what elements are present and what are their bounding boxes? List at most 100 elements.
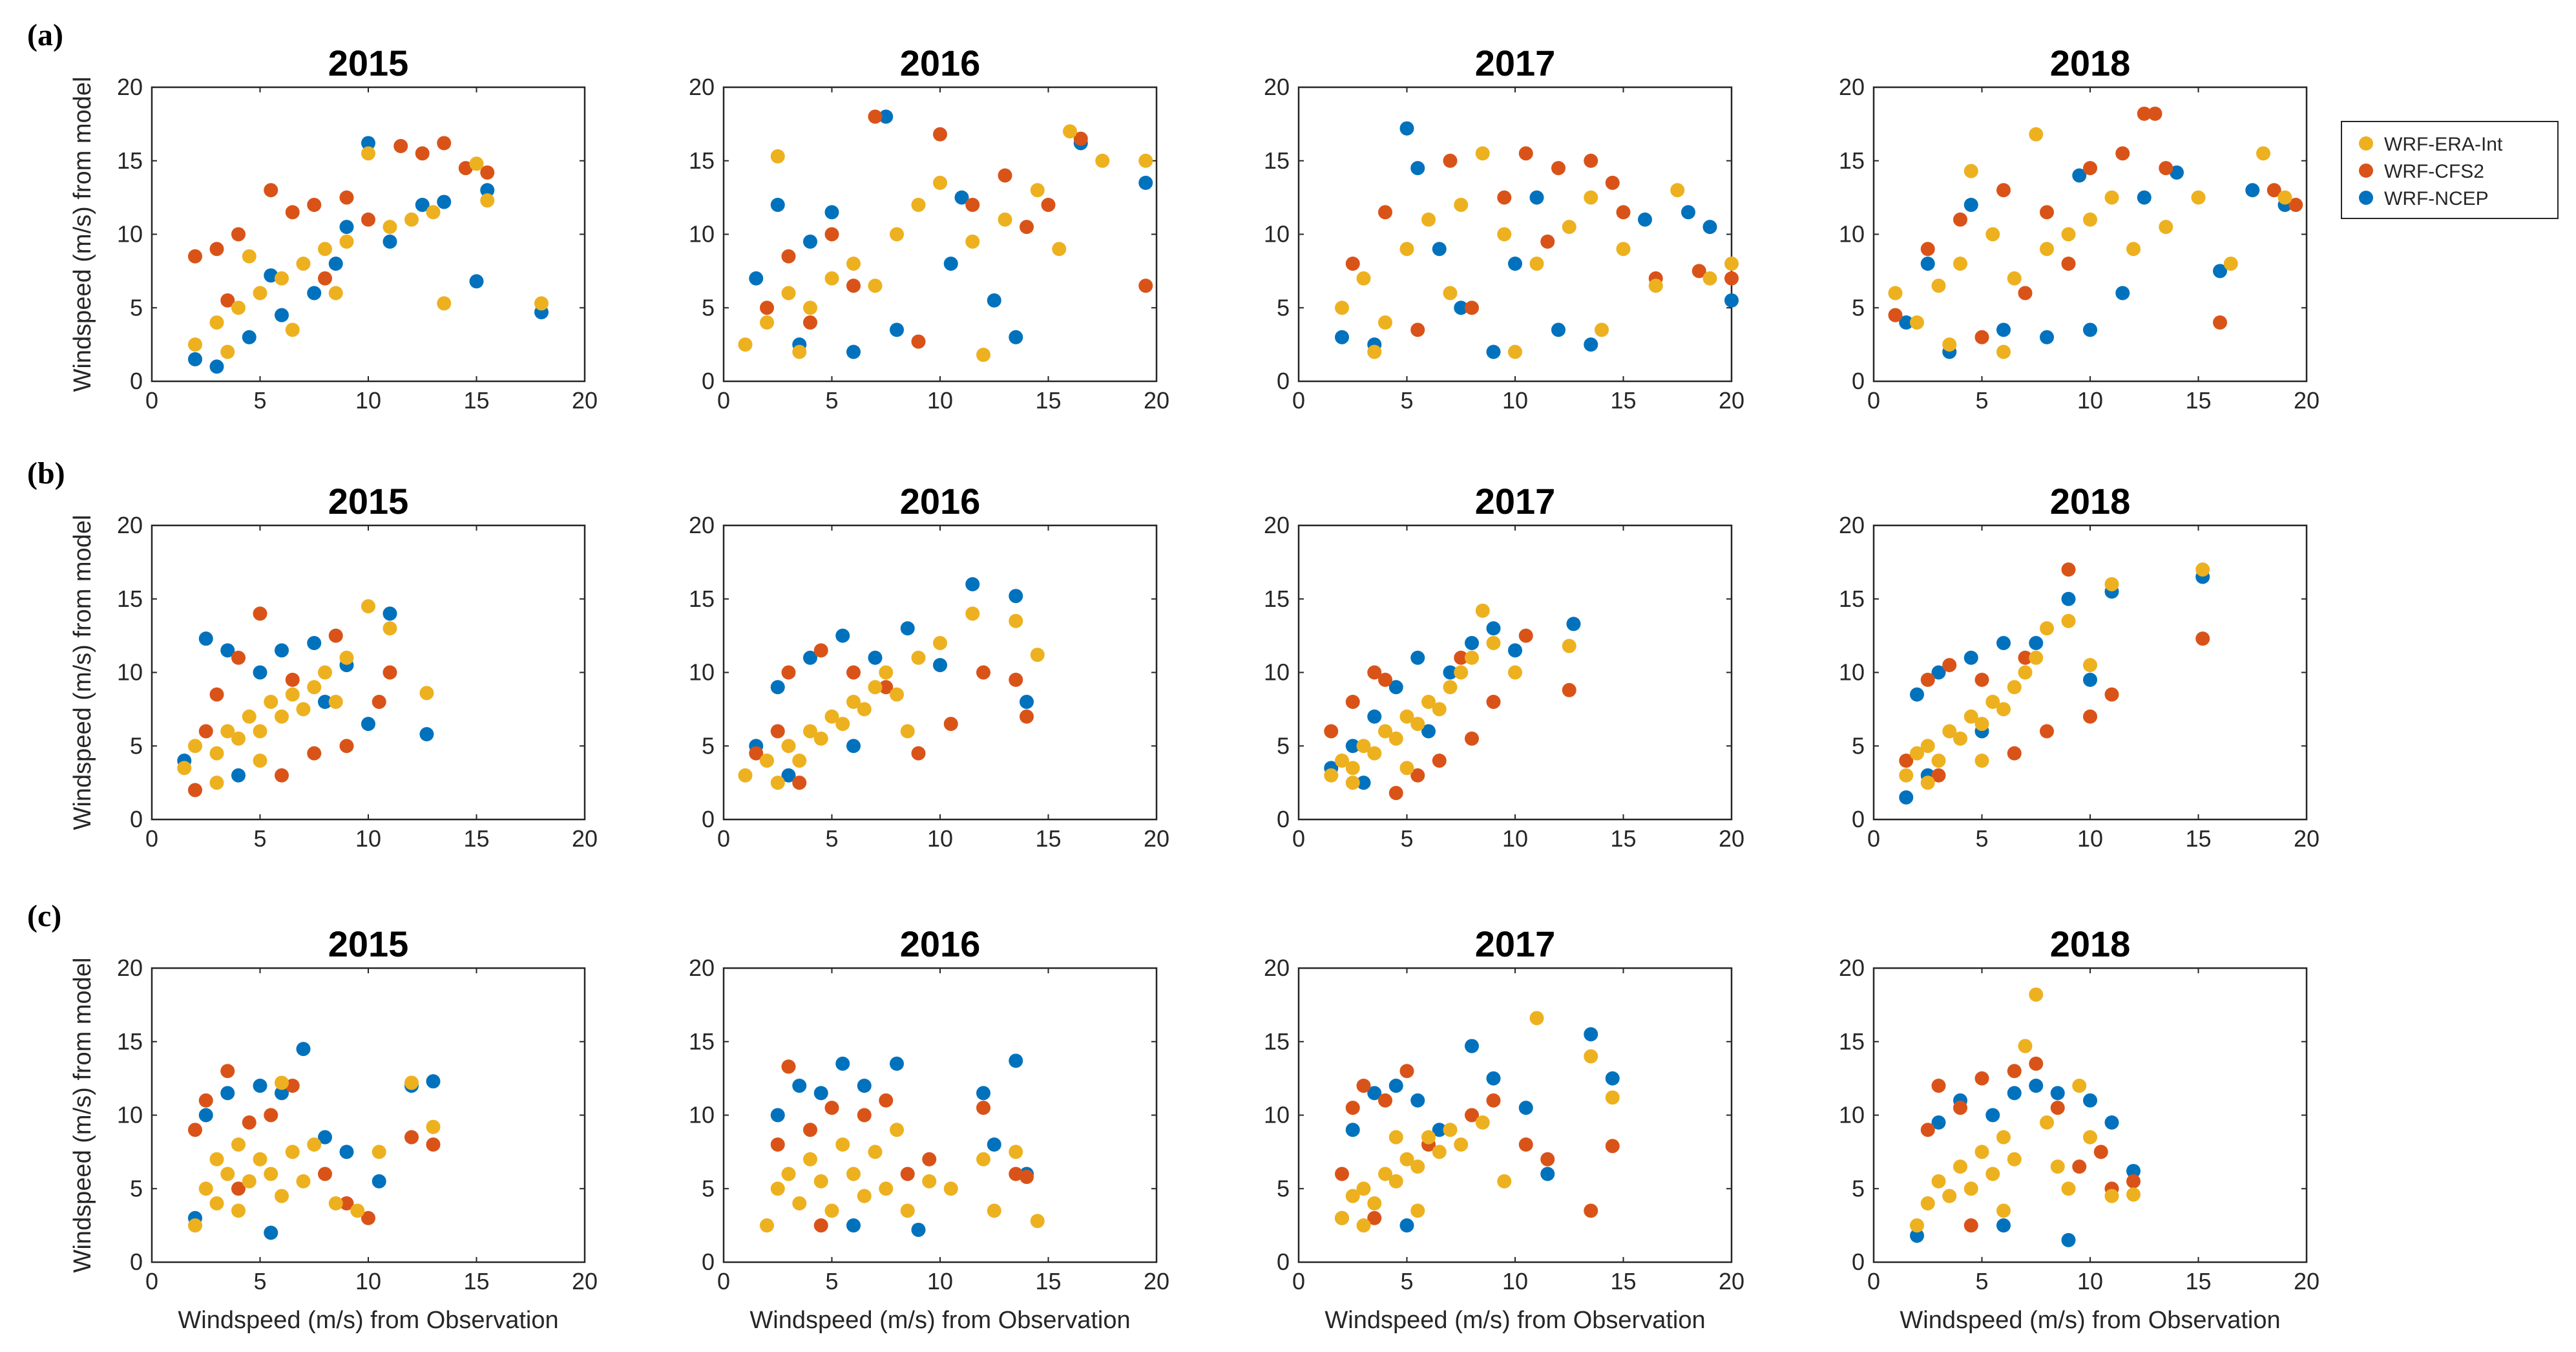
- data-point: [2029, 1079, 2044, 1093]
- data-point: [1335, 1167, 1349, 1181]
- data-point: [1584, 153, 1598, 168]
- data-point: [1410, 1159, 1425, 1174]
- data-point: [253, 1079, 267, 1093]
- data-point: [1497, 227, 1512, 242]
- data-point: [1942, 1188, 1957, 1203]
- data-point: [1378, 1167, 1392, 1181]
- data-point: [781, 665, 796, 680]
- scatter-points: [1324, 603, 1581, 801]
- data-point: [339, 650, 354, 665]
- y-tick-label: 0: [702, 806, 715, 832]
- x-tick-label: 5: [253, 387, 266, 414]
- data-point: [1410, 717, 1425, 732]
- y-tick-label: 0: [130, 806, 143, 832]
- y-tick-label: 0: [1277, 368, 1290, 394]
- data-point: [1942, 724, 1957, 739]
- data-point: [803, 650, 817, 665]
- data-point: [1584, 1027, 1598, 1042]
- series-wrf-era-int: [188, 146, 549, 359]
- data-point: [965, 606, 980, 621]
- data-point: [1432, 754, 1447, 768]
- x-tick-label: 5: [825, 387, 838, 414]
- data-point: [868, 109, 883, 124]
- data-point: [1931, 768, 1946, 783]
- x-tick-label: 20: [1144, 825, 1169, 852]
- x-tick-label: 15: [2185, 1268, 2211, 1294]
- data-point: [976, 1152, 990, 1167]
- series-wrf-cfs2: [770, 1059, 1034, 1233]
- data-point: [2050, 1086, 2065, 1101]
- data-point: [1681, 205, 1695, 220]
- data-point: [1518, 1137, 1533, 1152]
- data-point: [1388, 680, 1403, 695]
- data-point: [1963, 650, 1978, 665]
- data-point: [198, 1093, 213, 1108]
- x-axis-label: Windspeed (m/s) from Observation: [749, 1307, 1130, 1334]
- data-point: [350, 1203, 365, 1218]
- data-point: [275, 1086, 289, 1101]
- series-wrf-cfs2: [760, 109, 1153, 349]
- data-point: [2104, 1188, 2119, 1203]
- data-point: [1931, 1115, 1946, 1130]
- data-point: [922, 1152, 937, 1167]
- data-point: [1985, 227, 2000, 242]
- y-tick-label: 10: [117, 1102, 143, 1128]
- y-tick-label: 20: [689, 512, 715, 538]
- data-point: [770, 149, 785, 164]
- data-point: [242, 709, 257, 724]
- y-axis-label: Windspeed (m/s) from model: [69, 77, 96, 392]
- data-point: [285, 322, 300, 337]
- data-point: [1963, 1181, 1978, 1196]
- data-point: [372, 1145, 386, 1159]
- data-point: [1920, 257, 1935, 271]
- scatter-panel: 0 5 10 15 20 0 5 10 15 20 2016: [689, 481, 1169, 852]
- x-tick-label: 15: [2185, 387, 2211, 414]
- y-tick-label: 20: [117, 74, 143, 100]
- data-point: [1399, 1218, 1414, 1233]
- scatter-points: [1910, 987, 2141, 1247]
- y-tick-label: 20: [1839, 512, 1865, 538]
- y-tick-label: 15: [1839, 586, 1865, 612]
- data-point: [361, 212, 375, 227]
- y-tick-label: 15: [689, 1028, 715, 1055]
- data-point: [1410, 161, 1425, 176]
- x-tick-label: 10: [1502, 387, 1528, 414]
- data-point: [1702, 220, 1717, 235]
- data-point: [2018, 650, 2033, 665]
- scatter-panel: 0 5 10 15 20 0 5 10 15 20 2015 Windspeed (m/s) from…: [69, 924, 598, 1334]
- data-point: [857, 1079, 872, 1093]
- data-point: [2104, 1115, 2119, 1130]
- data-point: [1335, 301, 1349, 315]
- data-point: [2115, 286, 2130, 301]
- scatter-panel: 0 5 10 15 20 0 5 10 15 20 2017 Windspeed (m/s) from…: [1264, 924, 1744, 1334]
- data-point: [1605, 1071, 1620, 1086]
- series-wrf-ncep: [1335, 1027, 1620, 1233]
- data-point: [2083, 161, 2097, 176]
- data-point: [2007, 1086, 2022, 1101]
- data-point: [372, 1174, 386, 1188]
- data-point: [1378, 205, 1392, 220]
- series-wrf-cfs2: [188, 1064, 441, 1225]
- x-tick-label: 5: [1975, 1268, 1988, 1294]
- data-point: [1345, 1123, 1360, 1137]
- data-point: [1953, 1159, 1967, 1174]
- data-point: [965, 234, 980, 249]
- data-point: [900, 724, 915, 739]
- data-point: [264, 1225, 278, 1240]
- data-point: [404, 1130, 419, 1145]
- plot-area: [1872, 86, 2308, 383]
- data-point: [868, 1145, 883, 1159]
- y-tick-label: 20: [117, 512, 143, 538]
- x-tick-label: 5: [1975, 825, 1988, 852]
- x-tick-label: 0: [717, 387, 730, 414]
- x-tick-label: 0: [1292, 387, 1305, 414]
- data-point: [2050, 1101, 2065, 1115]
- y-tick-label: 0: [1277, 1249, 1290, 1275]
- data-point: [1041, 198, 1056, 212]
- data-point: [2104, 577, 2119, 591]
- x-tick-label: 20: [1719, 1268, 1744, 1294]
- y-tick-label: 5: [702, 1175, 715, 1201]
- data-point: [1920, 739, 1935, 754]
- data-point: [1443, 153, 1458, 168]
- y-tick-label: 15: [689, 586, 715, 612]
